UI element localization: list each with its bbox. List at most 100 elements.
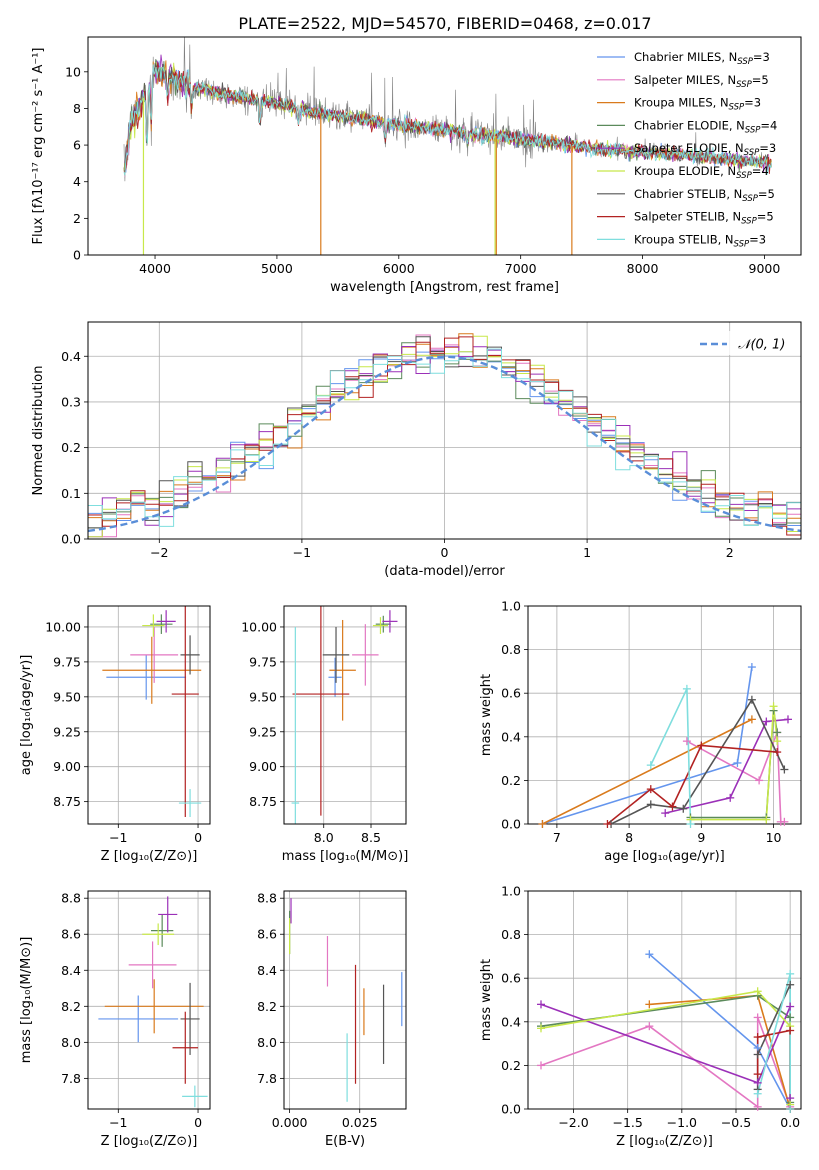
mass-vs-ebv-ytick-label: 8.2 [257, 999, 277, 1014]
mass-vs-z-ytick-label: 8.4 [61, 963, 81, 978]
panel-age-vs-z: −1 0 8.75 9.00 9.25 9.50 9.75 10.00 Z [log₁₀(Z/Z… [19, 605, 211, 864]
weight-vs-age-series-7-marker-2 [668, 802, 677, 811]
spectrum-xlabel: wavelength [Angstrom, rest frame] [330, 280, 559, 295]
age-vs-z-ytick-label: 9.75 [53, 654, 81, 669]
weight-vs-z-xtick-label: −1.0 [667, 1115, 697, 1130]
mass-vs-ebv-plot-area [289, 898, 403, 1102]
weight-vs-age-ytick-label: 0.8 [501, 642, 521, 657]
weight-vs-z-series-1-marker-1 [645, 1022, 654, 1031]
weight-vs-z-ytick-label: 0.2 [501, 1058, 521, 1073]
age-vs-mass-ytick-label: 9.25 [249, 724, 277, 739]
age-vs-mass-errorbar-5 [372, 617, 389, 634]
age-vs-z-errorbar-6 [180, 635, 200, 675]
weight-vs-z-ytick-label: 1.0 [501, 884, 521, 899]
weight-vs-age-xlabel: age [log₁₀(age/yr)] [604, 849, 725, 864]
weight-vs-age-series-5-marker-3 [773, 737, 782, 746]
mass-vs-z-errorbar-5 [142, 923, 175, 946]
weight-vs-age-series-7-marker-4 [773, 748, 782, 757]
weight-vs-age-series-4-marker-3 [784, 715, 792, 724]
age-vs-z-ytick-label: 8.75 [53, 794, 81, 809]
age-vs-z-ytick-label: 9.50 [53, 689, 81, 704]
spectrum-ytick-label: 8 [73, 101, 81, 116]
mass-vs-z-ylabel: mass [log₁₀(M/M⊙)] [19, 937, 34, 1064]
age-vs-mass-ytick-label: 10.00 [241, 619, 277, 634]
age-vs-z-plot-area [102, 606, 202, 818]
weight-vs-age-ytick-label: 0.2 [501, 773, 521, 788]
spectrum-ytick-label: 6 [73, 138, 81, 153]
weight-vs-z-xtick-label: −0.5 [721, 1115, 751, 1130]
spectrum-ytick-label: 10 [65, 64, 81, 79]
legend-entry-6: Chabrier STELIB, NSSP=5 [634, 187, 775, 204]
mass-vs-z-errorbar-2 [104, 979, 204, 1034]
mass-vs-z-ytick-label: 8.8 [61, 891, 81, 906]
weight-vs-z-series-4-marker-0 [537, 1000, 545, 1009]
weight-vs-z-xlabel: Z [log₁₀(Z/Z⊙)] [616, 1134, 713, 1149]
panel-age-vs-mass: 8.0 8.5 8.75 9.00 9.25 9.50 9.75 10.00 mass [log… [241, 605, 408, 864]
age-vs-mass-errorbar-2 [329, 619, 356, 721]
spectrum-model-line-8 [123, 64, 772, 176]
spectrum-ytick-label: 0 [73, 248, 81, 263]
mass-vs-z-ytick-label: 7.8 [61, 1071, 81, 1086]
mass-vs-z-errorbar-7 [172, 1011, 199, 1084]
age-vs-z-ylabel: age [log₁₀(age/yr)] [19, 655, 34, 776]
mass-vs-ebv-xtick-label: 0.025 [342, 1115, 378, 1130]
weight-vs-age-series-7-marker-1 [646, 785, 655, 794]
spectrum-ylabel: Flux [fλ10⁻¹⁷ erg cm⁻² s⁻¹ A⁻¹] [31, 48, 46, 245]
weight-vs-age-series-4-marker-0 [661, 809, 670, 818]
age-vs-z-xtick-label: −1 [109, 830, 127, 845]
weight-vs-age-series-line-4 [665, 718, 789, 814]
weight-vs-z-series-8-marker-0 [753, 1089, 762, 1098]
weight-vs-z-series-7-marker-1 [753, 1033, 762, 1042]
residuals-ytick-label: 0.4 [61, 349, 81, 364]
weight-vs-age-series-8-marker-2 [686, 820, 695, 828]
weight-vs-age-series-4-marker-1 [726, 793, 735, 802]
weight-vs-z-ytick-label: 0.6 [501, 971, 521, 986]
weight-vs-z-series-7-marker-0 [753, 1070, 762, 1079]
weight-vs-age-ytick-label: 1.0 [501, 599, 521, 614]
spectrum-xtick-label: 5000 [261, 261, 293, 276]
weight-vs-z-xtick-label: −2.0 [558, 1115, 588, 1130]
weight-vs-z-series-5-marker-1 [753, 987, 762, 996]
age-vs-mass-xtick-label: 8.0 [314, 830, 334, 845]
mass-vs-z-errorbar-4 [158, 896, 178, 933]
age-vs-z-ytick-label: 9.25 [53, 724, 81, 739]
panel-mass-vs-z: −1 0 7.8 8.0 8.2 8.4 8.6 8.8 Z [log₁₀(Z/Z⊙)] mass… [19, 890, 211, 1149]
age-vs-z-ytick-label: 10.00 [45, 619, 81, 634]
residuals-ylabel: Normed distribution [31, 366, 46, 496]
mass-vs-z-plot-area [98, 896, 208, 1108]
weight-vs-age-series-0-marker-2 [747, 663, 756, 672]
weight-vs-z-axes-frame [527, 890, 802, 1110]
mass-vs-z-ytick-label: 8.2 [61, 999, 81, 1014]
weight-vs-age-xtick-label: 7 [553, 830, 561, 845]
mass-vs-z-xtick-label: −1 [109, 1115, 127, 1130]
weight-vs-z-ytick-label: 0.0 [501, 1102, 521, 1117]
weight-vs-age-ytick-label: 0.4 [501, 729, 521, 744]
weight-vs-z-series-0-marker-0 [645, 950, 654, 959]
weight-vs-age-xtick-label: 9 [697, 830, 705, 845]
mass-vs-z-errorbar-0 [98, 995, 179, 1043]
residuals-ytick-label: 0.3 [61, 394, 81, 409]
weight-vs-age-ytick-label: 0.6 [501, 686, 521, 701]
age-vs-z-xtick-label: 0 [194, 830, 202, 845]
weight-vs-z-xtick-label: 0.0 [780, 1115, 800, 1130]
weight-vs-z-series-8-marker-2 [786, 1105, 795, 1113]
weight-vs-z-series-4-marker-2 [786, 1002, 795, 1011]
age-vs-z-ytick-label: 9.00 [53, 759, 81, 774]
mass-vs-ebv-axes-frame [283, 890, 407, 1110]
weight-vs-age-series-1-marker-1 [755, 776, 764, 785]
weight-vs-age-series-6-marker-2 [679, 804, 688, 813]
mass-vs-z-errorbar-8 [182, 1085, 208, 1108]
age-vs-z-axes-frame [87, 605, 211, 825]
age-vs-mass-ytick-label: 8.75 [249, 794, 277, 809]
mass-vs-ebv-ytick-label: 8.8 [257, 891, 277, 906]
weight-vs-age-series-7-marker-0 [603, 820, 612, 828]
age-vs-mass-ytick-label: 9.50 [249, 689, 277, 704]
weight-vs-age-series-line-2 [542, 718, 753, 824]
weight-vs-age-ytick-label: 0.0 [501, 817, 521, 832]
weight-vs-age-series-6-marker-3 [747, 695, 756, 704]
age-vs-mass-ytick-label: 9.00 [249, 759, 277, 774]
legend-entry-3: Chabrier ELODIE, NSSP=4 [634, 118, 777, 135]
panel-mass-vs-ebv: 0.000 0.025 7.8 8.0 8.2 8.4 8.6 8.8 E(B-V) [257, 890, 407, 1149]
mass-vs-z-ytick-label: 8.6 [61, 927, 81, 942]
weight-vs-age-xtick-label: 10 [766, 830, 782, 845]
